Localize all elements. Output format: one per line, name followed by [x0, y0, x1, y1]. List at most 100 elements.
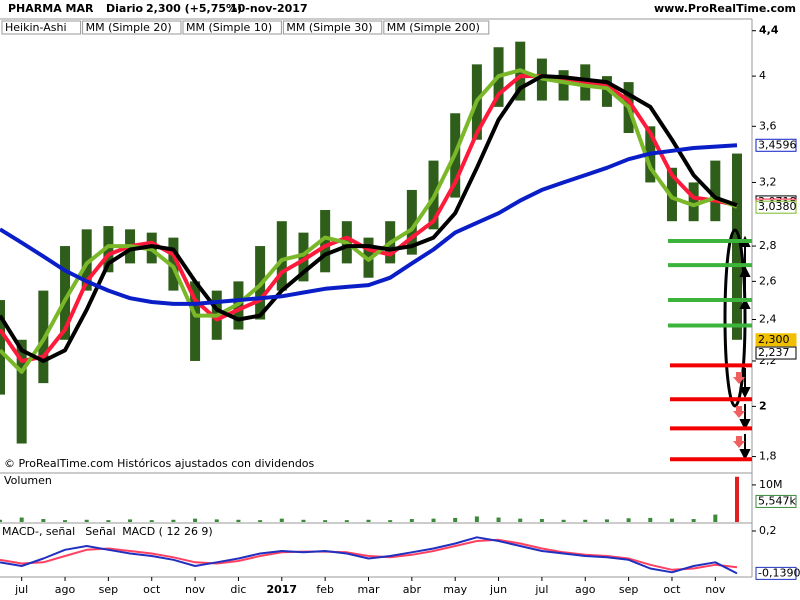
- volume-bar: [258, 520, 263, 522]
- volume-bar: [41, 519, 46, 522]
- candle: [168, 237, 179, 291]
- candle: [0, 300, 5, 395]
- price-label-box: [755, 494, 797, 508]
- volume-bar: [236, 519, 241, 522]
- legend-entry: MM (Simple 10): [186, 21, 272, 34]
- candle: [558, 70, 569, 101]
- candle: [60, 246, 71, 340]
- copyright: © ProRealTime.com Históricos ajustados c…: [4, 457, 315, 470]
- x-tick-label: nov: [705, 583, 726, 596]
- x-tick-label: sep: [99, 583, 118, 596]
- panel-title: MACD-, señal: [2, 525, 75, 538]
- period: Diario: [106, 2, 144, 15]
- volume-bar: [279, 518, 284, 522]
- plot: [0, 41, 742, 444]
- y-tick-label: 4: [759, 69, 766, 82]
- x-tick-label: feb: [316, 583, 334, 596]
- y-tick-label: 3,6: [759, 119, 777, 132]
- x-tick-label: nov: [185, 583, 206, 596]
- panel-title: Señal: [85, 525, 116, 538]
- x-tick-label: oct: [143, 583, 161, 596]
- candle: [601, 76, 612, 107]
- candle: [103, 226, 114, 273]
- candle: [276, 221, 287, 291]
- candle: [298, 232, 309, 282]
- volume-bar: [453, 517, 458, 522]
- legend-box: [182, 20, 282, 35]
- volume-bar: [0, 519, 2, 522]
- volume-bar: [171, 519, 176, 522]
- volume-bar: [63, 520, 68, 522]
- volume-bar: [474, 516, 479, 522]
- y-tick-label: 10M: [759, 478, 783, 491]
- volume-bar: [149, 520, 154, 522]
- volume-bar: [648, 517, 653, 522]
- site: www.ProRealTime.com: [654, 2, 796, 15]
- volume-bar: [583, 519, 588, 522]
- y-tick-label: 2,4: [759, 313, 777, 326]
- x-tick-label: mar: [358, 583, 380, 596]
- volume-bar: [431, 518, 436, 522]
- price-label: -0,1390: [758, 566, 800, 579]
- volume-bar: [19, 517, 24, 522]
- volume-bar: [409, 519, 414, 522]
- volume-bar: [193, 518, 198, 522]
- annotation-arrows-red: [733, 372, 745, 448]
- x-tick-label: jul: [534, 583, 548, 596]
- volume-bar: [128, 519, 133, 522]
- candle: [190, 281, 201, 361]
- volume-bar: [713, 514, 718, 522]
- title: PHARMA MAR: [8, 2, 94, 15]
- candle: [710, 160, 721, 222]
- legend-box: [383, 20, 490, 35]
- price-label-box: [755, 138, 797, 152]
- x-tick-label: oct: [663, 583, 681, 596]
- date: 10-nov-2017: [230, 2, 308, 15]
- y-tick-label: 0,2: [759, 524, 777, 537]
- volume-bar: [214, 519, 219, 522]
- line: [0, 68, 738, 374]
- x-tick-label: jul: [14, 583, 28, 596]
- price-label-box: [755, 200, 797, 214]
- y-tick-label: 2,6: [759, 274, 777, 287]
- y-tick-label: 1,8: [759, 450, 777, 463]
- panel-title: Volumen: [4, 474, 52, 487]
- price-label: 3,4596: [758, 138, 797, 151]
- volume-bar: [518, 518, 523, 522]
- line: [0, 536, 738, 575]
- price-label: 5,547k: [758, 494, 796, 507]
- price-label-box: [755, 346, 797, 360]
- x-tick-label: ago: [55, 583, 76, 596]
- volume-bar: [344, 520, 349, 522]
- line: [0, 143, 738, 306]
- volume-bar: [388, 520, 393, 522]
- line: [0, 538, 738, 571]
- x-tick-label: abr: [403, 583, 422, 596]
- volume-bar: [561, 519, 566, 522]
- volume-bar: [366, 519, 371, 522]
- x-tick-label: ago: [575, 583, 596, 596]
- volume-bar: [539, 519, 544, 522]
- price-label: 2,300: [758, 333, 790, 346]
- x-tick-label: sep: [619, 583, 638, 596]
- price-label: 2,237: [758, 346, 790, 359]
- quote: 2,300 (+5,75%): [146, 2, 242, 15]
- y-tick-label: 4,4: [759, 24, 779, 37]
- legend-entry: Heikin-Ashi: [5, 21, 67, 34]
- y-tick-label: 3,2: [759, 175, 777, 188]
- candle: [16, 339, 27, 444]
- volume-bar: [604, 519, 609, 522]
- volume-bar: [734, 476, 739, 522]
- panel-title: MACD ( 12 26 9): [122, 525, 213, 538]
- x-tick-label: may: [443, 583, 467, 596]
- legend-box: [282, 20, 383, 35]
- volume-bar: [84, 519, 89, 522]
- candle: [406, 189, 417, 255]
- candle: [320, 210, 331, 273]
- candle: [81, 229, 92, 291]
- volume-bar: [669, 518, 674, 522]
- legend-entry: MM (Simple 200): [387, 21, 480, 34]
- legend-box: [1, 20, 82, 35]
- volume-bar: [496, 517, 501, 522]
